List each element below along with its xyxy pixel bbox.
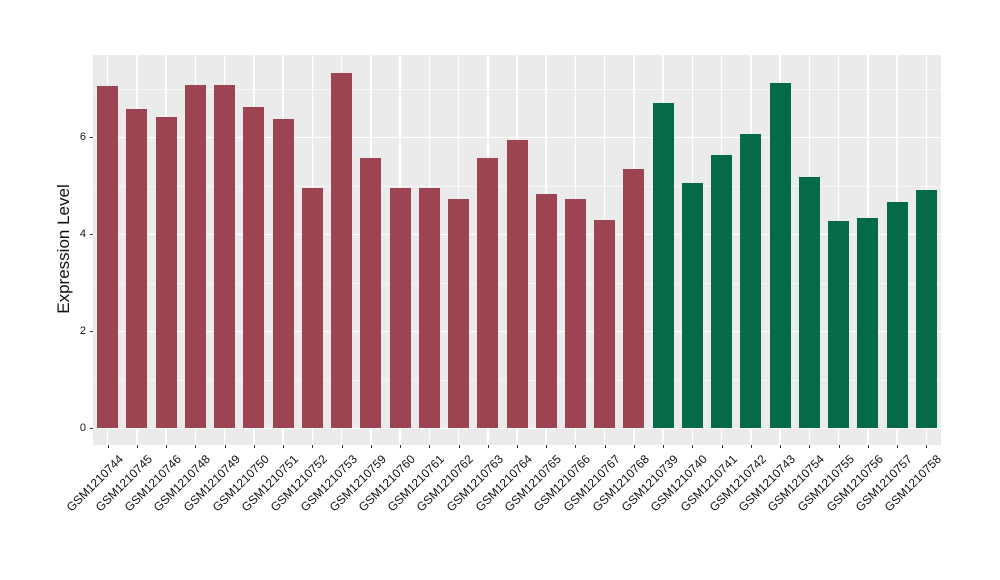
y-gridline-minor [93, 88, 941, 90]
bar-GSM1210743 [769, 82, 791, 428]
bar-GSM1210759 [360, 157, 382, 428]
bar-GSM1210741 [711, 154, 733, 428]
y-gridline-major [93, 137, 941, 139]
bar-GSM1210763 [477, 157, 499, 428]
bar-GSM1210742 [740, 134, 762, 428]
bar-GSM1210740 [681, 182, 703, 428]
bar-GSM1210751 [272, 119, 294, 428]
y-tick-mark [90, 428, 93, 429]
x-tick-mark [136, 445, 138, 448]
bar-GSM1210753 [331, 73, 353, 428]
y-axis-title: Expression Level [54, 184, 73, 314]
plot-panel [93, 55, 941, 445]
x-tick-mark [224, 445, 226, 448]
bar-GSM1210762 [448, 199, 470, 428]
x-tick-mark [283, 445, 285, 448]
x-tick-mark [809, 445, 811, 448]
bar-GSM1210768 [623, 169, 645, 428]
bar-GSM1210767 [594, 220, 616, 428]
y-tick-label: 0 [79, 422, 86, 434]
x-tick-mark [867, 445, 869, 448]
bar-GSM1210764 [506, 139, 528, 428]
y-tick-label: 2 [79, 325, 86, 337]
x-tick-mark [604, 445, 606, 448]
x-tick-mark [429, 445, 431, 448]
x-tick-mark [780, 445, 782, 448]
x-tick-mark [663, 445, 665, 448]
x-tick-mark [575, 445, 577, 448]
y-gridline-major [93, 428, 941, 430]
y-tick-label: 6 [79, 131, 86, 143]
x-tick-mark [253, 445, 255, 448]
bar-GSM1210749 [214, 84, 236, 428]
bar-GSM1210758 [915, 189, 937, 428]
x-tick-mark [692, 445, 694, 448]
y-tick-mark [90, 137, 93, 138]
x-tick-mark [195, 445, 197, 448]
bar-GSM1210766 [564, 199, 586, 428]
bar-GSM1210745 [126, 108, 148, 428]
x-tick-mark [341, 445, 343, 448]
y-tick-mark [90, 234, 93, 235]
bar-GSM1210755 [828, 220, 850, 428]
x-tick-mark [400, 445, 402, 448]
x-tick-mark [546, 445, 548, 448]
bar-GSM1210760 [389, 187, 411, 428]
x-tick-mark [458, 445, 460, 448]
x-tick-mark [487, 445, 489, 448]
bar-GSM1210746 [155, 116, 177, 428]
x-tick-mark [107, 445, 109, 448]
x-tick-mark [926, 445, 928, 448]
x-tick-mark [633, 445, 635, 448]
bar-GSM1210765 [535, 194, 557, 428]
x-tick-mark [370, 445, 372, 448]
bar-GSM1210754 [798, 176, 820, 428]
x-tick-mark [897, 445, 899, 448]
x-tick-mark [166, 445, 168, 448]
x-tick-mark [517, 445, 518, 448]
bar-GSM1210748 [184, 84, 206, 428]
bar-GSM1210750 [243, 106, 265, 428]
bar-GSM1210761 [418, 187, 440, 428]
bar-GSM1210739 [652, 103, 674, 428]
x-tick-mark [721, 445, 723, 448]
bar-GSM1210744 [97, 85, 119, 428]
bar-GSM1210752 [301, 187, 323, 428]
x-tick-mark [312, 445, 314, 448]
x-tick-mark [838, 445, 840, 448]
y-tick-mark [90, 331, 93, 332]
x-tick-mark [750, 445, 752, 448]
bar-GSM1210756 [857, 217, 879, 428]
bar-GSM1210757 [886, 201, 908, 428]
y-tick-label: 4 [79, 228, 86, 240]
